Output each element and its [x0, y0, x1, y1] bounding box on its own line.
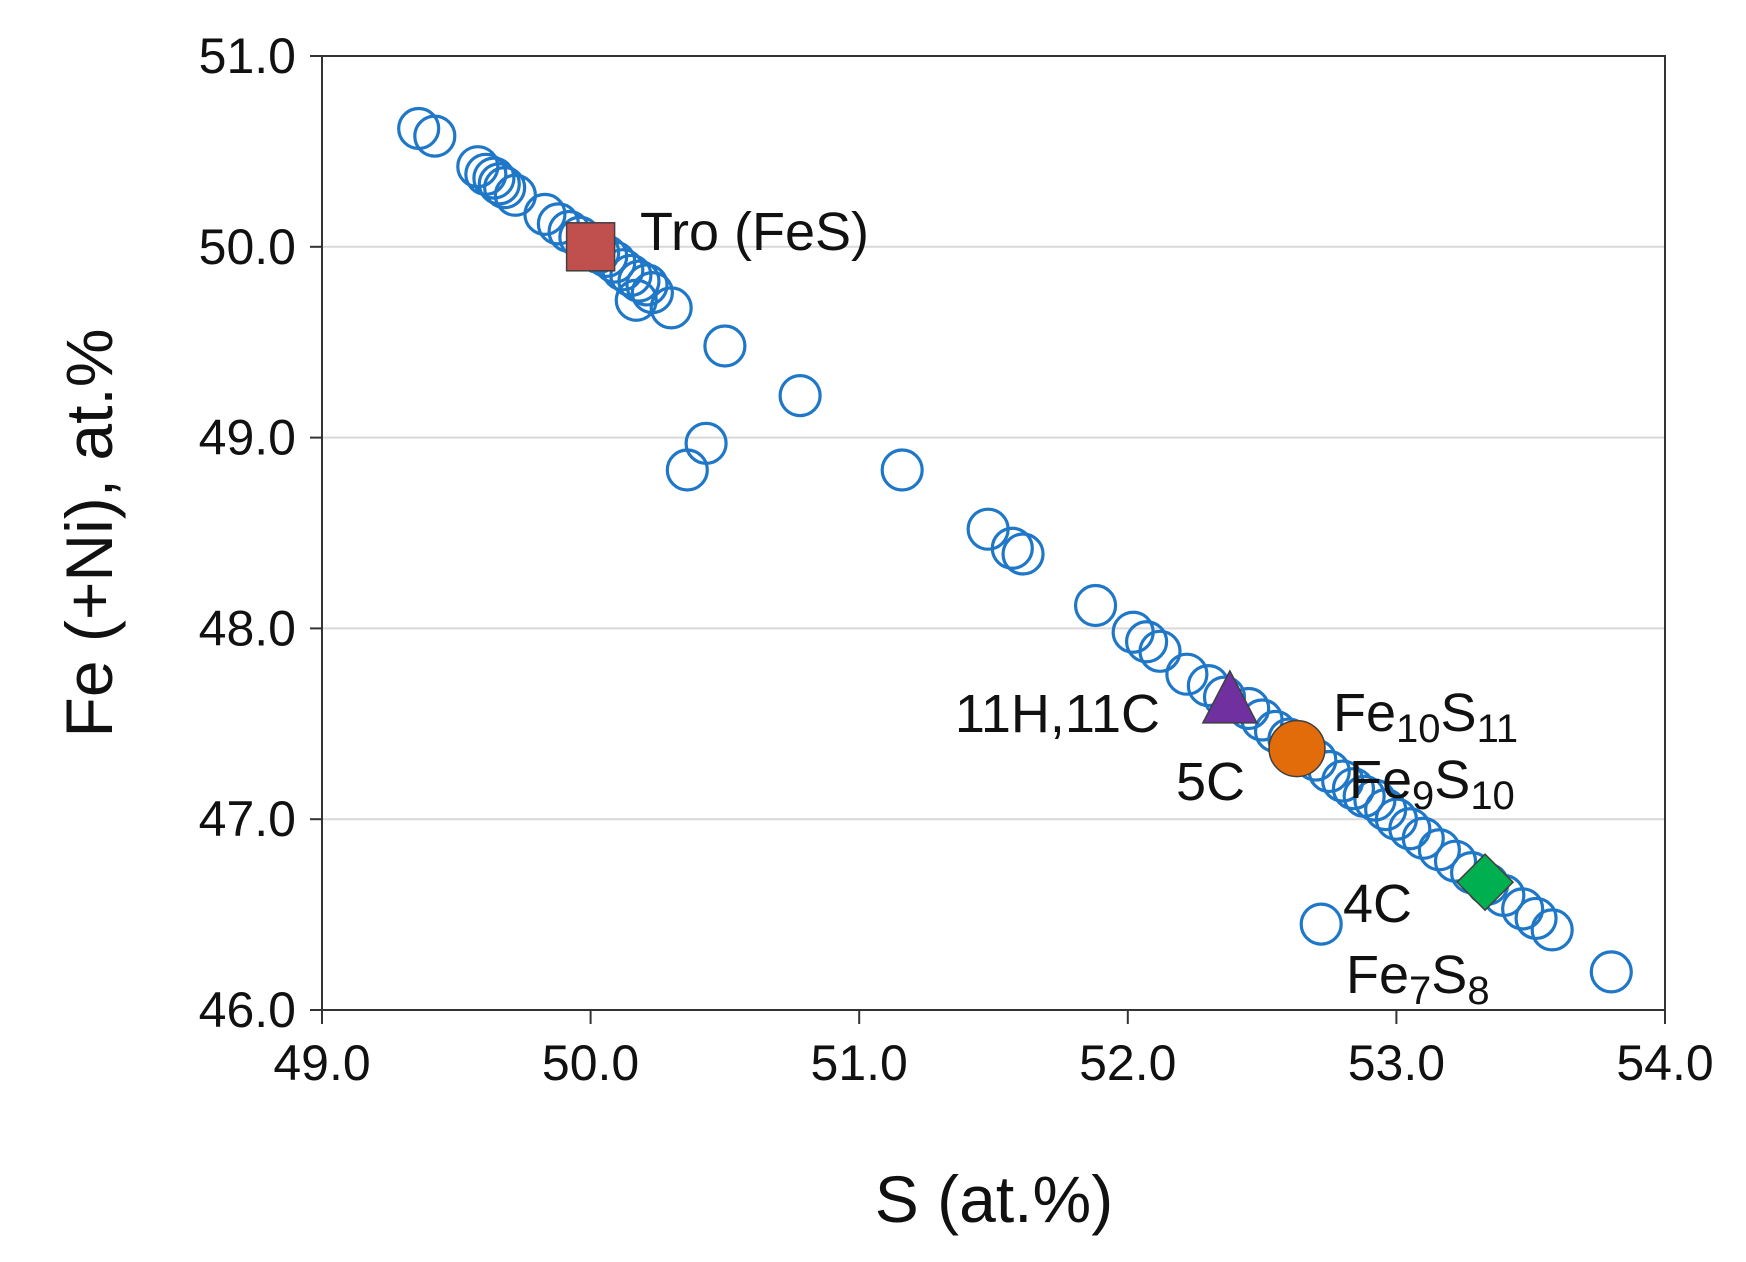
- measured-point-4: [472, 156, 516, 200]
- x-tick-label-2: 51.0: [811, 1035, 908, 1091]
- reference-phases: [565, 222, 1515, 912]
- measured-point-59: [1514, 896, 1558, 941]
- measured-point-19: [625, 263, 669, 307]
- x-tick-label-1: 50.0: [542, 1035, 639, 1091]
- y-tick-label-3: 49.0: [199, 410, 296, 466]
- x-axis-title: S (at.%): [875, 1162, 1113, 1236]
- measured-point-26: [665, 448, 709, 492]
- annotation-5c: 5C: [1176, 752, 1245, 812]
- measured-point-34: [1138, 629, 1182, 673]
- measured-point-6: [483, 166, 527, 210]
- measured-point-29: [990, 526, 1034, 570]
- reference-label-square: Tro (FeS): [640, 202, 869, 262]
- reference-label-diamond: Fe7S8: [1346, 945, 1490, 1013]
- measured-point-24: [778, 374, 822, 418]
- measured-point-35: [1165, 652, 1209, 696]
- gridlines: [322, 245, 1665, 821]
- y-tick-label-1: 47.0: [199, 791, 296, 847]
- measured-point-31: [1073, 583, 1118, 628]
- reference-marker-triangle: [1201, 669, 1259, 724]
- measured-point-23: [703, 324, 747, 368]
- x-tick-label-5: 54.0: [1616, 1035, 1713, 1091]
- y-tick-label-5: 51.0: [199, 28, 296, 84]
- measured-point-52: [1401, 816, 1445, 860]
- measured-point-21: [614, 278, 658, 322]
- measured-point-33: [1125, 620, 1169, 664]
- measured-point-27: [880, 448, 924, 492]
- measured-point-60: [1530, 908, 1574, 952]
- plot-area-frame: [321, 55, 1666, 1011]
- x-tick-label-4: 53.0: [1348, 1035, 1445, 1091]
- measured-point-61: [1299, 902, 1343, 946]
- measured-point-58: [1501, 887, 1545, 931]
- measured-point-51: [1388, 807, 1432, 851]
- measured-point-8: [523, 192, 567, 236]
- measured-point-45: [1321, 759, 1365, 803]
- annotation-4c: 4C: [1343, 874, 1412, 934]
- measured-point-22: [649, 286, 693, 330]
- y-axis-title: Fe (+Ni), at.%: [52, 329, 126, 738]
- measured-point-32: [1111, 610, 1155, 654]
- x-tick-label-3: 52.0: [1079, 1035, 1176, 1091]
- axis-ticks: 46.0 47.0 48.0 49.0 50.0 51.0 49.0 50.0 51.0 52.0…: [199, 28, 1714, 1091]
- measured-points: [397, 106, 1633, 994]
- reference-marker-circle: [1268, 719, 1326, 778]
- measured-point-53: [1417, 828, 1461, 872]
- reference-label-triangle: Fe10S11: [1333, 683, 1518, 751]
- x-tick-label-0: 49.0: [273, 1035, 370, 1091]
- measured-point-0: [397, 106, 441, 151]
- y-tick-label-0: 46.0: [199, 982, 296, 1038]
- reference-label-circle: Fe9S10: [1349, 750, 1515, 818]
- measured-point-30: [1001, 532, 1045, 576]
- annotation-11h-11c: 11H,11C: [955, 684, 1160, 744]
- measured-point-5: [477, 162, 521, 206]
- y-tick-label-2: 48.0: [199, 600, 296, 656]
- measured-point-28: [966, 507, 1010, 551]
- reference-marker-square: [565, 222, 616, 272]
- measured-point-54: [1433, 839, 1478, 883]
- measured-point-1: [413, 114, 457, 158]
- reference-marker-diamond: [1455, 853, 1515, 912]
- measured-point-25: [684, 421, 728, 465]
- y-tick-label-4: 50.0: [199, 219, 296, 275]
- measured-point-46: [1331, 767, 1376, 811]
- measured-point-62: [1589, 950, 1633, 994]
- measured-point-18: [617, 259, 661, 303]
- measured-point-2: [456, 145, 500, 189]
